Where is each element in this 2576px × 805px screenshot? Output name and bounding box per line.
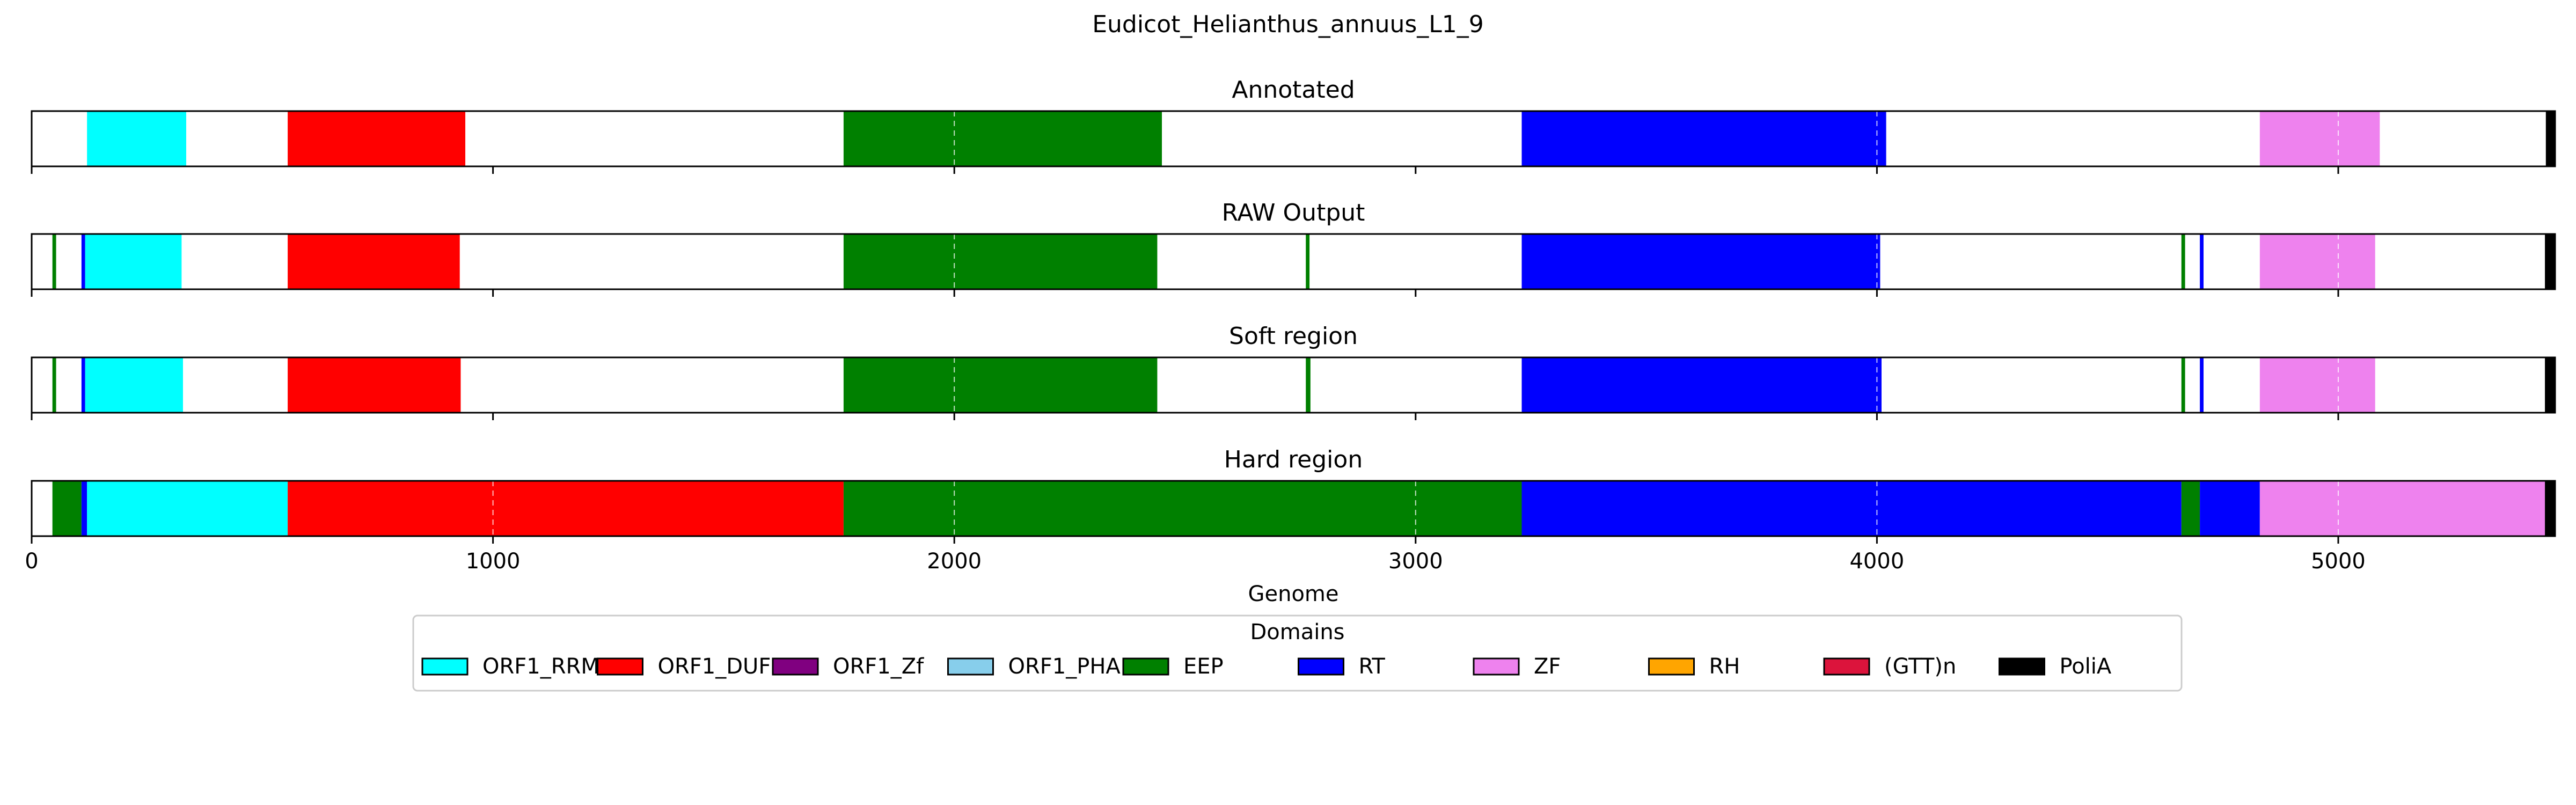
legend-entry-zf: ZF	[1473, 654, 1561, 679]
legend-label: (GTT)n	[1884, 654, 1956, 679]
segment-eep	[1306, 234, 1310, 289]
legend-label: PoliA	[2060, 654, 2112, 679]
panel-frame	[31, 110, 2556, 167]
segment-zf	[2259, 111, 2380, 166]
segment-rt	[2200, 357, 2204, 413]
segment-eep	[2181, 481, 2200, 536]
legend-label: ORF1_PHA	[1008, 654, 1121, 679]
segment-orf1-duf	[288, 357, 461, 413]
panel-title: Annotated	[1232, 76, 1355, 104]
segment-rt	[2200, 234, 2204, 289]
segment-eep	[52, 481, 82, 536]
panel-frame	[31, 480, 2556, 537]
segment-orf1-duf	[288, 481, 844, 536]
panel-title: Hard region	[1224, 446, 1363, 473]
legend-swatch	[1473, 657, 1520, 676]
legend-swatch	[1823, 657, 1870, 676]
legend-label: ORF1_DUF	[658, 654, 771, 679]
segment-eep	[843, 234, 1158, 289]
legend-label: EEP	[1183, 654, 1224, 679]
segment-rt	[81, 234, 85, 289]
segment-eep	[52, 234, 56, 289]
segment-orf1-rrm	[85, 234, 182, 289]
x-tick-label: 5000	[2311, 549, 2366, 574]
segment-rt	[1521, 357, 1882, 413]
segment-zf	[2259, 481, 2545, 536]
segment-orf1-rrm	[85, 357, 183, 413]
legend-label: ORF1_RRM	[482, 654, 599, 679]
legend-swatch	[1298, 657, 1344, 676]
segment-eep	[1306, 357, 1311, 413]
segment-eep	[2181, 234, 2185, 289]
segment-polia	[2545, 234, 2555, 289]
segment-eep	[843, 481, 1522, 536]
panel-raw-output: RAW Output	[31, 199, 2556, 297]
panel-frame	[31, 233, 2556, 290]
segment-eep	[843, 357, 1158, 413]
legend-entry-orf1-duf: ORF1_DUF	[597, 654, 771, 679]
legend-swatch	[947, 657, 994, 676]
segment-polia	[2545, 357, 2555, 413]
panel-annotated: Annotated	[31, 76, 2556, 174]
segment-rt	[81, 357, 85, 413]
segment-orf1-duf	[288, 111, 466, 166]
segment-polia	[2545, 111, 2555, 166]
x-tick-label: 0	[25, 549, 38, 574]
legend-label: ORF1_Zf	[833, 654, 924, 679]
panel-frame	[31, 356, 2556, 414]
legend-entry-eep: EEP	[1122, 654, 1224, 679]
segment-zf	[2259, 234, 2375, 289]
segment-rt	[1521, 481, 2182, 536]
segment-zf	[2259, 357, 2375, 413]
x-axis: 0 1000 2000 3000 4000 5000	[25, 549, 2366, 574]
x-tick-label: 3000	[1388, 549, 1443, 574]
legend-label: RT	[1359, 654, 1386, 679]
segment-orf1-duf	[288, 234, 460, 289]
legend-swatch	[597, 657, 643, 676]
legend-entry-orf1-pha: ORF1_PHA	[947, 654, 1121, 679]
legend-entry-orf1-zf: ORF1_Zf	[772, 654, 924, 679]
segment-eep	[2181, 357, 2185, 413]
panel-title: RAW Output	[1222, 199, 1365, 226]
segment-eep	[843, 111, 1162, 166]
panel-soft-region: Soft region	[31, 323, 2556, 420]
legend-swatch	[1999, 657, 2045, 676]
panel-hard-region: Hard region	[31, 446, 2556, 544]
legend-entry-polia: PoliA	[1999, 654, 2112, 679]
segment-rt	[81, 481, 87, 536]
legend-swatch	[1648, 657, 1695, 676]
legend-entry-rh: RH	[1648, 654, 1740, 679]
segment-orf1-rrm	[87, 481, 288, 536]
x-tick-label: 4000	[1849, 549, 1904, 574]
panel-title: Soft region	[1229, 323, 1358, 350]
legend-entry-gtt-n: (GTT)n	[1823, 654, 1956, 679]
x-axis-label: Genome	[1248, 582, 1338, 606]
legend-entry-orf1-rrm: ORF1_RRM	[421, 654, 599, 679]
legend-swatch	[421, 657, 469, 676]
x-tick-label: 2000	[927, 549, 982, 574]
figure-title: Eudicot_Helianthus_annuus_L1_9	[1092, 11, 1484, 38]
legend-label: ZF	[1534, 654, 1561, 679]
segment-eep	[52, 357, 56, 413]
panels: Annotated RAW Output Soft region Hard regio…	[31, 76, 2556, 544]
legend-entry-rt: RT	[1298, 654, 1386, 679]
segment-polia	[2545, 481, 2555, 536]
legend: Domains ORF1_RRM ORF1_DUF ORF1_Zf ORF1_PHA EE…	[412, 614, 2183, 692]
segment-orf1-rrm	[87, 111, 186, 166]
segment-rt	[1521, 111, 1886, 166]
legend-title: Domains	[1250, 620, 1344, 645]
x-tick-label: 1000	[466, 549, 521, 574]
segment-rt	[2200, 481, 2260, 536]
legend-swatch	[1122, 657, 1169, 676]
legend-swatch	[772, 657, 819, 676]
legend-frame	[412, 614, 2183, 692]
legend-label: RH	[1709, 654, 1740, 679]
segment-rt	[1521, 234, 1880, 289]
